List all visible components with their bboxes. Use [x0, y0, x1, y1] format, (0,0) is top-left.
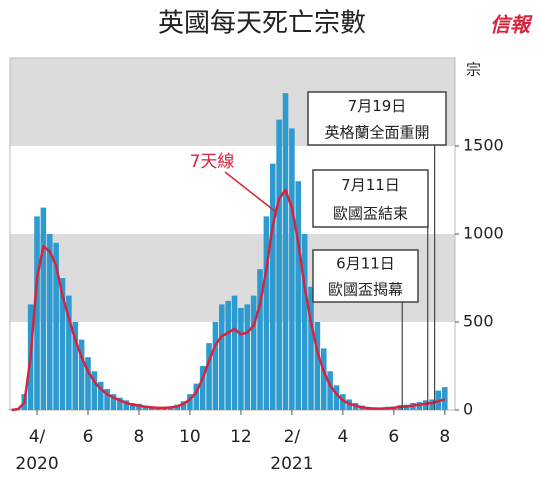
bar — [333, 385, 340, 410]
annotation-text: 7月19日 — [348, 97, 407, 115]
line-label: 7天線 — [190, 152, 235, 172]
bar — [327, 371, 333, 410]
bar — [429, 399, 435, 410]
bar — [301, 234, 308, 410]
bar — [340, 394, 346, 410]
x-tick-label: 12 — [230, 427, 252, 447]
annotation-text: 6月11日 — [336, 255, 395, 273]
x-tick-label: 6 — [83, 427, 94, 447]
bar — [72, 322, 79, 410]
bar — [180, 401, 187, 410]
bar — [231, 295, 238, 410]
annotation-text: 7月11日 — [341, 176, 400, 194]
bar — [269, 163, 276, 410]
year-label: 2020 — [15, 454, 58, 474]
bar — [257, 269, 263, 410]
x-tick-label: 4/ — [29, 427, 46, 447]
bar — [34, 216, 40, 410]
bar — [289, 128, 295, 410]
bar — [225, 300, 231, 410]
bar — [263, 216, 270, 410]
line-label-pointer — [224, 171, 277, 213]
logo: 信報 — [490, 13, 533, 37]
bar — [442, 387, 448, 410]
bar — [193, 383, 200, 410]
bar — [244, 304, 251, 410]
bar — [416, 402, 423, 410]
annotation-box — [307, 91, 447, 146]
x-tick-label: 10 — [179, 427, 201, 447]
line — [11, 188, 446, 412]
bar — [282, 93, 289, 410]
chart-title: 英國每天死亡宗數 — [158, 9, 366, 39]
y-tick-label: 1500 — [463, 136, 504, 155]
y-tick-label: 0 — [463, 400, 473, 419]
bar — [218, 304, 225, 410]
x-tick-label: 8 — [134, 427, 145, 447]
annotation-text: 歐國盃結束 — [333, 204, 408, 222]
bar — [136, 403, 142, 410]
y-tick-label: 1000 — [463, 224, 504, 243]
annotation-box — [312, 249, 419, 303]
bar — [422, 400, 429, 410]
bar — [117, 397, 123, 410]
bar — [206, 343, 212, 410]
bar — [97, 381, 104, 410]
bar — [110, 394, 117, 410]
bar — [308, 286, 314, 410]
bar — [40, 207, 47, 410]
bar — [314, 322, 321, 410]
y-tick-label: 500 — [463, 312, 494, 331]
bar — [104, 388, 110, 410]
bar — [66, 295, 72, 410]
x-tick-label: 6 — [388, 427, 399, 447]
bar — [123, 400, 130, 410]
bar — [91, 371, 98, 410]
x-tick-label: 4 — [337, 427, 348, 447]
bar — [59, 278, 66, 410]
bar — [129, 402, 136, 410]
annotation-text: 英格蘭全面重開 — [324, 123, 429, 141]
x-tick-label: 8 — [439, 427, 450, 447]
bar — [212, 322, 219, 410]
bar — [276, 119, 282, 410]
bar — [78, 339, 85, 410]
bar — [250, 295, 257, 410]
year-label: 2021 — [270, 454, 313, 474]
bar — [53, 242, 59, 410]
annotation-box — [312, 169, 429, 228]
bar — [238, 307, 244, 410]
y-unit: 宗 — [466, 61, 481, 79]
bar — [199, 366, 206, 410]
bar — [187, 394, 193, 410]
bar — [295, 181, 302, 410]
annotation-text: 歐國盃揭幕 — [328, 281, 403, 299]
bar — [320, 348, 327, 410]
bar — [85, 357, 91, 410]
x-tick-label: 2/ — [284, 427, 301, 447]
bar — [46, 234, 53, 410]
